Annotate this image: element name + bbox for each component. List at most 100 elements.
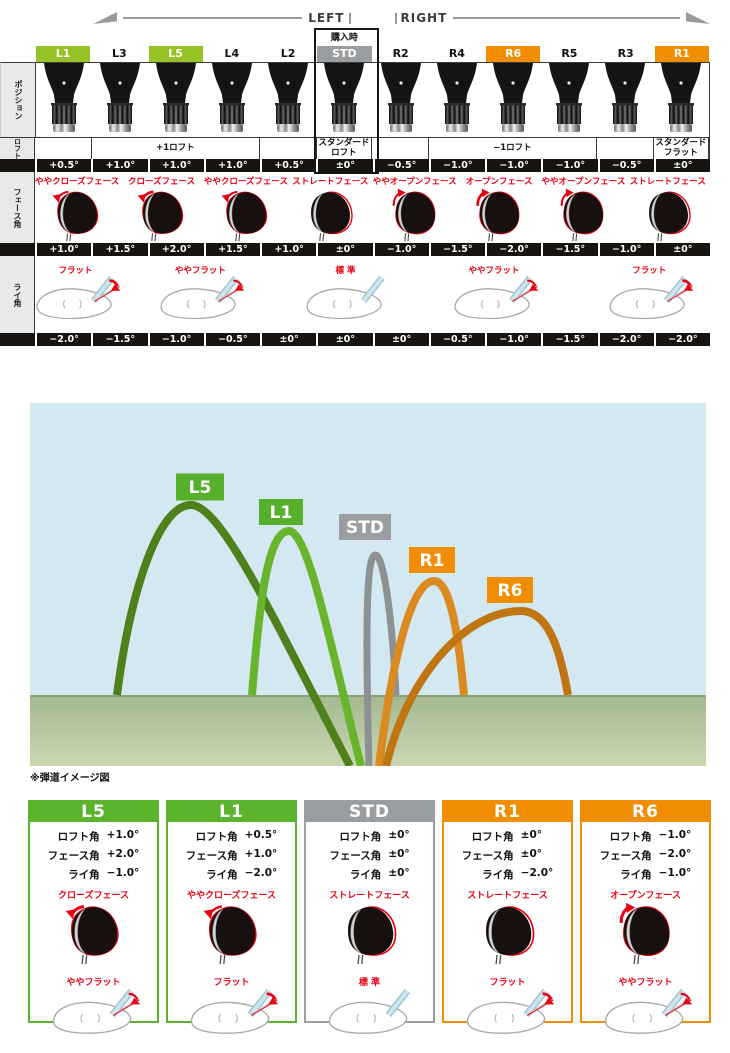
spec-value: −1.0° <box>106 867 140 879</box>
card-spec-list: ロフト角 +1.0° フェース角 +2.0° ライ角 −1.0° <box>48 829 140 882</box>
face-value-L2: +1.0° <box>262 243 317 256</box>
trajectory-label-R1: R1 <box>409 547 455 573</box>
lie-value-R4: −0.5° <box>430 333 485 346</box>
sleeve-cell-L1 <box>36 63 92 137</box>
sleeve-cell-R2 <box>372 63 428 137</box>
driver-face-icon <box>137 190 183 242</box>
sleeve-adapter-icon <box>548 63 589 132</box>
bar-label-spacer <box>0 333 35 346</box>
card-face-icon-wrap <box>614 901 678 969</box>
lie-angle-area: フラット ややフラット 標 準 ややフラット フラット <box>35 256 710 333</box>
card-lie-icon-wrap <box>44 988 144 1043</box>
face-item-closed: クローズフェース <box>119 172 203 243</box>
svg-text:L1: L1 <box>270 503 293 523</box>
sleeve-cell-L3 <box>92 63 148 137</box>
sleeve-adapter-icon <box>212 63 253 132</box>
card-spec-list: ロフト角 −1.0° フェース角 −2.0° ライ角 −1.0° <box>600 829 692 882</box>
lie-angle-label: ややフラット <box>174 266 226 276</box>
lie-value-bar: −2.0° −1.5° −1.0° −0.5° ±0° ±0° ±0° −0.5° −1.0° −… <box>0 333 710 346</box>
spec-label: フェース角 <box>599 850 652 862</box>
lie-value-L4: −0.5° <box>205 333 260 346</box>
lie-angle-label: フラット <box>58 266 93 276</box>
spec-label: ロフト角 <box>339 831 382 843</box>
spec-label: ロフト角 <box>195 831 238 843</box>
spec-value: ±0° <box>388 867 410 879</box>
lie-value-L2: ±0° <box>262 333 317 346</box>
card-R6: R6 ロフト角 −1.0° フェース角 −2.0° ライ角 −1.0° オープンフェース ややフ… <box>580 800 711 1034</box>
loft-value-bar: +0.5° +1.0° +1.0° +1.0° +0.5° ±0° −0.5° −1.0° −1… <box>0 159 710 172</box>
face-item-open-small: ややオープンフェース <box>541 172 625 243</box>
position-badge-R3: R3 <box>617 47 634 60</box>
spec-value: −2.0° <box>658 848 692 860</box>
card-R1: R1 ロフト角 ±0° フェース角 ±0° ライ角 −2.0° ストレートフェース フラット <box>442 800 573 1034</box>
loft-value-R1: ±0° <box>655 159 710 172</box>
sleeve-cell-STD <box>316 63 372 137</box>
card-lie-icon-wrap <box>458 988 558 1043</box>
face-angle-row: フェース角 ややクローズフェース クローズフェース ややクローズフェース ストレートフ… <box>0 172 710 243</box>
lie-angle-row: ライ角 フラット ややフラット 標 準 ややフラット フラット <box>0 256 710 333</box>
lie-item-flat-small: ややフラット <box>446 261 542 324</box>
position-badge-L5: L5 <box>148 46 203 62</box>
trajectory-svg: L5 L1 STD R1 R6 <box>30 403 706 768</box>
svg-text:STD: STD <box>346 518 384 538</box>
face-angle-label: クローズフェース <box>127 177 196 187</box>
lie-angle-label: ややフラット <box>468 266 520 276</box>
position-badge-L3: L3 <box>112 47 127 60</box>
position-column-L3: L3 <box>91 46 147 62</box>
card-face-icon-wrap <box>200 901 264 969</box>
trajectory-label-STD: STD <box>339 514 391 540</box>
driver-face-icon <box>648 191 691 242</box>
driver-face-icon <box>65 904 118 965</box>
face-value-R4: −1.5° <box>430 243 485 256</box>
lie-angle-icon <box>604 988 692 1034</box>
loft-category-row: ロフト +1ロフト スタンダードロフト −1ロフト スタンダードフラット <box>0 137 710 159</box>
card-L1: L1 ロフト角 +0.5° フェース角 +1.0° ライ角 −2.0° ややクローズフェースフ… <box>166 800 297 1034</box>
loft-category-cell: スタンダードロフト <box>315 138 372 159</box>
sleeve-adapter-icon <box>268 63 309 132</box>
lie-item-std: 標 準 <box>298 261 394 324</box>
face-value-L1: +1.0° <box>37 243 92 256</box>
lie-angle-icon <box>52 988 140 1034</box>
face-item-closed-small: ややクローズフェース <box>204 172 288 243</box>
spec-label: フェース角 <box>461 850 514 862</box>
face-item-straight: ストレートフェース <box>288 172 372 243</box>
face-angle-label: オープンフェース <box>465 177 533 187</box>
lie-value-R6: −1.0° <box>487 333 542 346</box>
loft-value-R6: −1.0° <box>487 159 542 172</box>
sleeve-adapter-icon <box>492 63 533 132</box>
driver-face-icon <box>203 905 256 965</box>
loft-value-R3: −0.5° <box>599 159 654 172</box>
sleeve-adapter-icon <box>660 63 701 132</box>
lie-angle-icon <box>609 276 694 320</box>
trajectory-caption: ※弾道イメージ図 <box>30 773 110 784</box>
face-item-open-small: ややオープンフェース <box>373 172 457 243</box>
card-face-label: ややクローズフェース <box>186 891 277 901</box>
spec-label: ライ角 <box>68 869 100 881</box>
loft-value-L2: +0.5° <box>262 159 317 172</box>
loft-value-L4: +1.0° <box>205 159 260 172</box>
trajectory-arc-R6 <box>382 606 572 767</box>
lie-value-R2: ±0° <box>374 333 429 346</box>
spec-value: −2.0° <box>244 867 278 879</box>
face-value-L3: +1.5° <box>93 243 148 256</box>
card-header-STD: STD <box>306 802 433 822</box>
face-value-bar: +1.0° +1.5° +2.0° +1.5° +1.0° ±0° −1.0° −1.5° −2… <box>0 243 710 256</box>
loft-category-cell: −1ロフト <box>428 138 597 159</box>
svg-text:R1: R1 <box>420 551 445 571</box>
card-face-icon-wrap <box>476 901 540 969</box>
row-label-loft: ロフト <box>0 138 35 159</box>
row-label-face: フェース角 <box>0 172 35 243</box>
spec-value: +0.5° <box>244 829 278 841</box>
card-lie-icon-wrap <box>320 988 420 1043</box>
card-lie-label: フラット <box>489 978 526 988</box>
position-badge-R6: R6 <box>486 46 541 62</box>
lie-item-flat: フラット <box>601 261 697 324</box>
position-column-R5: R5 <box>541 46 597 62</box>
loft-value-L5: +1.0° <box>149 159 204 172</box>
trajectory-arc-STD <box>363 551 400 767</box>
left-arrow-tick <box>348 12 351 24</box>
driver-face-icon <box>347 906 396 965</box>
position-column-R4: R4 <box>429 46 485 62</box>
position-cards: L5 ロフト角 +1.0° フェース角 +2.0° ライ角 −1.0° クローズフェース ややフ… <box>28 800 711 1034</box>
sleeve-cell-L5 <box>148 63 204 137</box>
